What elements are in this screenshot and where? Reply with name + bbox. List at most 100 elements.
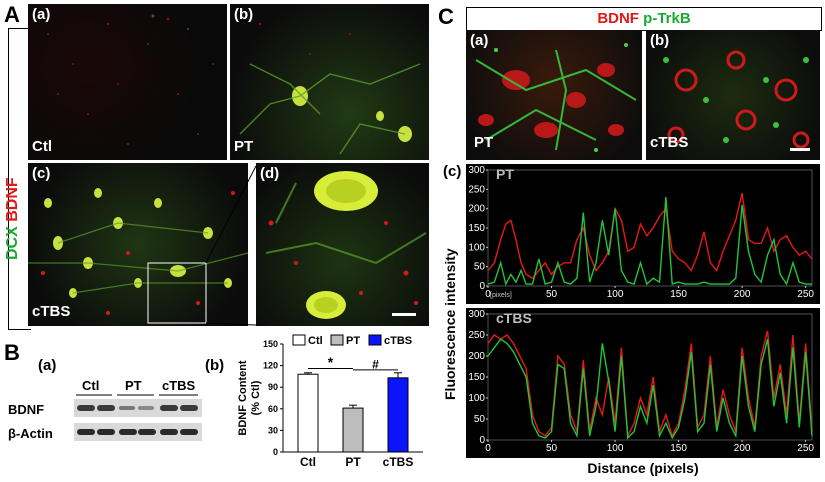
micrograph-b-pt: (b) PT <box>230 4 429 160</box>
sub-label-c: (c) <box>32 165 51 182</box>
row-label-bdnf: BDNF <box>8 402 45 417</box>
ytick-label: 50 <box>474 262 486 273</box>
bar-xtick-ctl: Ctl <box>300 455 316 469</box>
bar-ctbs <box>387 377 409 453</box>
series-p-trkb <box>487 197 812 287</box>
ytick-label: 250 <box>468 184 485 195</box>
legend-swatch-pt <box>330 334 344 346</box>
plot-pt-pixels-note: [pixels] <box>490 292 512 299</box>
plot-frame <box>487 313 813 441</box>
panel-letter-c: C <box>438 4 454 29</box>
stain-bdnf: BDNF <box>4 177 21 222</box>
xtick-label: 150 <box>670 443 687 454</box>
lane-ctbs: cTBS <box>162 378 196 393</box>
legend-bdnf: BDNF <box>597 10 639 27</box>
line-plot-ctbs-svg: 0 50 100 150 200 250 300 0 50 100 150 200 250 <box>468 309 814 454</box>
sub-label-d: (d) <box>260 165 280 182</box>
sub-label-b: (b) <box>234 6 254 23</box>
c-ylabel-wrap: Fluorescence intensity <box>442 248 462 420</box>
bar-ylabel: BDNF Content(% Ctl) <box>237 360 262 435</box>
blot-bdnf-bands <box>77 405 198 411</box>
sig-hash: # <box>372 357 379 371</box>
bar-ytick-label: 90 <box>268 382 278 392</box>
micrograph-c-cells <box>28 188 248 324</box>
ytick-label: 200 <box>468 204 485 215</box>
legend-swatch-ctbs <box>368 334 382 346</box>
xtick-label: 50 <box>546 289 558 300</box>
condition-ctbs: cTBS <box>32 303 71 320</box>
blot-actin <box>74 423 202 441</box>
c-sub-b: (b) <box>650 32 670 49</box>
bar-pt <box>342 407 364 453</box>
blot-lane-labels: Ctl PT cTBS <box>78 378 200 398</box>
plot-ctbs-label: cTBS <box>496 310 532 326</box>
bar-xtick-pt: PT <box>345 455 361 469</box>
ytick-label: 200 <box>468 351 485 362</box>
c-cond-pt: PT <box>474 134 494 151</box>
xtick-label: 200 <box>734 289 751 300</box>
sub-label-a: (a) <box>32 6 51 23</box>
xtick-label: 250 <box>797 443 814 454</box>
micrograph-c-ctbs-dots <box>663 50 810 151</box>
line-plot-pt: 0 50 100 150 200 250 300 0 50 100 150 200 250 PT [pi… <box>466 164 820 304</box>
ytick-label: 100 <box>468 393 485 404</box>
c-ylabel: Fluorescence intensity <box>442 248 458 400</box>
xtick-label: 150 <box>670 289 687 300</box>
panel-a-bracket <box>8 28 31 330</box>
bar-ytick-label: 30 <box>268 425 278 435</box>
legend-ptrkb: p-TrkB <box>643 10 691 27</box>
ytick-label: 50 <box>474 414 486 425</box>
bar-ylabel-line2: (% Ctl) <box>250 380 262 415</box>
ytick-label: 0 <box>479 435 485 446</box>
row-label-actin: β-Actin <box>8 426 53 441</box>
condition-pt: PT <box>234 138 254 155</box>
stain-dcx: DCX <box>4 226 21 260</box>
b-sub-b: (b) <box>205 357 225 374</box>
scale-bar-c <box>790 148 810 151</box>
series-bdnf <box>487 193 813 280</box>
zoom-box <box>147 262 207 324</box>
lane-underlines <box>76 394 198 396</box>
micrograph-c-pt-dots <box>475 43 637 152</box>
bar-ytick-label: 120 <box>263 361 278 371</box>
c-xlabel: Distance (pixels) <box>587 460 699 476</box>
c-cond-ctbs: cTBS <box>650 134 689 151</box>
plot-pt-label: PT <box>496 166 514 182</box>
micrograph-c-pt: (a) PT <box>466 30 642 160</box>
line-plot-pt-svg: 0 50 100 150 200 250 300 0 50 100 150 200 250 <box>468 165 814 300</box>
legend-swatch-ctl <box>292 334 306 346</box>
sig-star: * <box>328 354 334 370</box>
bar-ytick-label: 60 <box>268 404 278 414</box>
line-plot-ctbs: 0 50 100 150 200 250 300 0 50 100 150 200 250 cTBS <box>466 308 820 458</box>
stain-label: DCX BDNF <box>0 150 30 270</box>
series-bdnf <box>487 330 813 439</box>
xtick-label: 0 <box>485 443 491 454</box>
scale-bar-a <box>392 313 416 316</box>
stain-legend-c: BDNF p-TrkB <box>466 7 822 31</box>
panel-letter-a: A <box>4 2 20 27</box>
micrograph-b-cells <box>239 22 421 155</box>
xtick-label: 50 <box>546 443 558 454</box>
b-sub-a: (a) <box>38 357 57 374</box>
blot-bdnf <box>74 399 202 417</box>
micrograph-c-ctbs: (b) cTBS <box>646 30 820 160</box>
series-p-trkb <box>487 338 813 440</box>
micrograph-a-ctl: (a) Ctl <box>28 4 227 160</box>
ytick-label: 300 <box>468 165 485 176</box>
xtick-label: 100 <box>607 443 624 454</box>
ytick-label: 250 <box>468 330 485 341</box>
lane-ctl: Ctl <box>82 378 100 393</box>
legend-label-ctl: Ctl <box>308 335 323 347</box>
c-sub-c: (c) <box>443 163 462 180</box>
xtick-label: 200 <box>734 443 751 454</box>
ytick-label: 150 <box>468 223 485 234</box>
bar-xtick-ctbs: cTBS <box>383 455 414 469</box>
lane-pt: PT <box>125 378 142 393</box>
condition-ctl: Ctl <box>32 138 52 155</box>
bar-chart: 0 30 60 90 120 150 BDNF Content(% Ctl) Ctl PT cTB… <box>237 334 423 469</box>
micrograph-d-cells <box>265 171 427 319</box>
ytick-label: 150 <box>468 372 485 383</box>
bar-ylabel-line1: BDNF Content <box>237 360 249 435</box>
blot-actin-bands <box>77 429 198 435</box>
zoom-lines <box>205 165 257 326</box>
